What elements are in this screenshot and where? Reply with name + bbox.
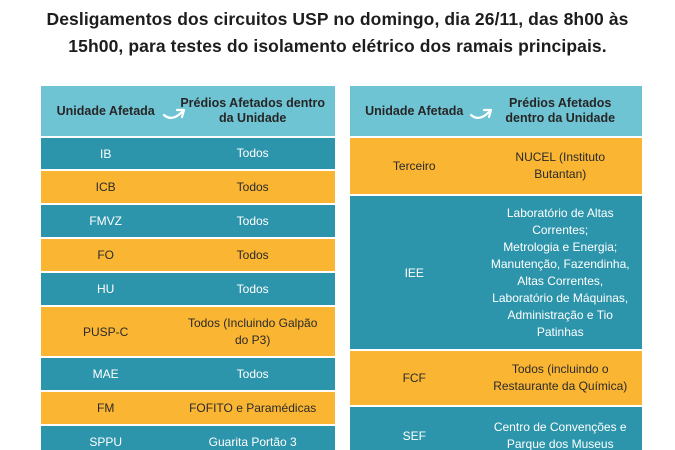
page-title: Desligamentos dos circuitos USP no domin… (0, 6, 675, 60)
buildings-line: Manutenção, Fazendinha, (490, 256, 630, 271)
table-row: Terceiro NUCEL (Instituto Butantan) (350, 138, 642, 196)
table-row: FO Todos (41, 239, 335, 273)
header-buildings: Prédios Afetados dentro da Unidade (170, 96, 335, 126)
table-row: PUSP-C Todos (Incluindo Galpão do P3) (41, 307, 335, 358)
buildings-line: Todos (Incluindo Galpão (187, 315, 318, 330)
unit-cell: FCF (402, 371, 426, 385)
unit-cell: FO (97, 248, 115, 262)
table-row: HU Todos (41, 273, 335, 307)
unit-cell: ICB (95, 180, 116, 194)
header-buildings: Prédios Afetados dentro da Unidade (478, 96, 642, 126)
unit-cell: Terceiro (392, 159, 436, 173)
buildings-line: NUCEL (Instituto (515, 150, 606, 164)
header-unit: Unidade Afetada (56, 103, 155, 118)
table-row: SEF Centro de Convenções e Parque dos Mu… (350, 407, 642, 450)
buildings-cell: Todos (incluindo o Restaurante da Químic… (478, 361, 642, 395)
buildings-line: Restaurante da Química) (493, 379, 628, 393)
buildings-cell: Todos (236, 366, 269, 381)
buildings-cell: Centro de Convenções e Parque dos Museus (478, 419, 642, 450)
buildings-cell: NUCEL (Instituto Butantan) (478, 149, 642, 183)
table-header: Unidade Afetada Prédios Afetados dentro … (350, 86, 642, 138)
buildings-cell: Todos (236, 281, 269, 296)
buildings-cell: FOFITO e Paramédicas (189, 400, 317, 415)
buildings-line: Metrologia e Energia; (503, 239, 618, 254)
curved-arrow-icon (469, 108, 493, 119)
buildings-cell: Todos (Incluindo Galpão do P3) (170, 315, 335, 349)
buildings-line: Butantan) (534, 167, 587, 181)
unit-cell: SPPU (89, 435, 123, 449)
buildings-cell: Todos (236, 247, 269, 262)
unit-cell: MAE (92, 367, 119, 381)
header-buildings-line-1: Prédios Afetados dentro (180, 96, 326, 110)
buildings-cell: Todos (236, 179, 269, 194)
right-table: Unidade Afetada Prédios Afetados dentro … (350, 86, 642, 450)
table-row: SPPU Guarita Portão 3 (41, 426, 335, 450)
unit-cell: HU (97, 282, 115, 296)
buildings-line: Todos (incluindo o (511, 362, 609, 376)
table-row: FMVZ Todos (41, 205, 335, 239)
buildings-cell: Todos (236, 146, 269, 160)
left-table: Unidade Afetada Prédios Afetados dentro … (41, 86, 335, 450)
table-row: IEE Laboratório de Altas Correntes; Metr… (350, 196, 642, 351)
title-line-2: 15h00, para testes do isolamento elétric… (68, 36, 607, 56)
unit-cell: IEE (404, 265, 424, 280)
unit-cell: SEF (402, 429, 426, 443)
table-row: FCF Todos (incluindo o Restaurante da Qu… (350, 351, 642, 407)
table-row: ICB Todos (41, 171, 335, 205)
table-header: Unidade Afetada Prédios Afetados dentro … (41, 86, 335, 138)
buildings-line: Parque dos Museus (506, 437, 614, 450)
buildings-line: Laboratório de Máquinas, (492, 290, 629, 305)
table-row: FM FOFITO e Paramédicas (41, 392, 335, 426)
buildings-line: Correntes; (532, 222, 589, 237)
unit-cell: IB (100, 146, 112, 161)
buildings-cell: Guarita Portão 3 (208, 434, 297, 449)
buildings-cell: Todos (236, 213, 269, 228)
header-buildings-line-2: dentro da Unidade (505, 111, 616, 125)
header-buildings-line-1: Prédios Afetados (509, 96, 612, 110)
buildings-line: Centro de Convenções e (493, 420, 627, 434)
buildings-line: Laboratório de Altas (506, 205, 614, 220)
table-row: IB Todos (41, 138, 335, 171)
header-buildings-line-2: da Unidade (218, 111, 287, 125)
buildings-cell: Laboratório de Altas Correntes; Metrolog… (478, 205, 642, 341)
buildings-line: Patinhas (536, 324, 584, 339)
table-row: MAE Todos (41, 358, 335, 392)
buildings-line: do P3) (234, 332, 271, 347)
title-line-1: Desligamentos dos circuitos USP no domin… (46, 9, 629, 29)
header-unit: Unidade Afetada (365, 103, 464, 118)
unit-cell: FMVZ (89, 214, 123, 228)
unit-cell: PUSP-C (83, 324, 129, 339)
buildings-line: Administração e Tio (507, 307, 613, 322)
buildings-line: Altas Correntes, (517, 273, 604, 288)
curved-arrow-icon (162, 108, 186, 119)
unit-cell: FM (97, 401, 115, 415)
